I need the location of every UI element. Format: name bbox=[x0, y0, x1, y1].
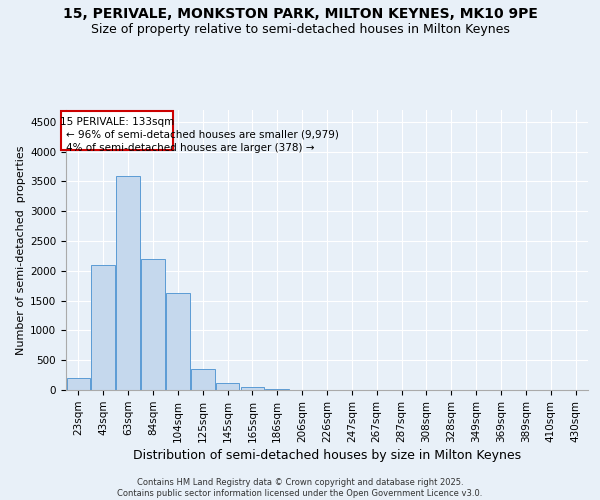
Text: 4% of semi-detached houses are larger (378) →: 4% of semi-detached houses are larger (3… bbox=[66, 144, 315, 154]
Text: ← 96% of semi-detached houses are smaller (9,979): ← 96% of semi-detached houses are smalle… bbox=[66, 130, 339, 140]
Text: Contains HM Land Registry data © Crown copyright and database right 2025.
Contai: Contains HM Land Registry data © Crown c… bbox=[118, 478, 482, 498]
Bar bbox=[191, 369, 215, 390]
Text: 15 PERIVALE: 133sqm: 15 PERIVALE: 133sqm bbox=[60, 117, 174, 127]
X-axis label: Distribution of semi-detached houses by size in Milton Keynes: Distribution of semi-detached houses by … bbox=[133, 449, 521, 462]
Bar bbox=[91, 265, 115, 390]
Bar bbox=[166, 294, 190, 390]
Bar bbox=[116, 176, 140, 390]
Text: Size of property relative to semi-detached houses in Milton Keynes: Size of property relative to semi-detach… bbox=[91, 22, 509, 36]
Bar bbox=[67, 378, 90, 390]
Bar bbox=[141, 259, 165, 390]
Bar bbox=[265, 389, 289, 390]
Bar bbox=[241, 387, 264, 390]
Bar bbox=[216, 383, 239, 390]
FancyBboxPatch shape bbox=[61, 111, 173, 150]
Text: 15, PERIVALE, MONKSTON PARK, MILTON KEYNES, MK10 9PE: 15, PERIVALE, MONKSTON PARK, MILTON KEYN… bbox=[62, 8, 538, 22]
Y-axis label: Number of semi-detached  properties: Number of semi-detached properties bbox=[16, 145, 26, 355]
